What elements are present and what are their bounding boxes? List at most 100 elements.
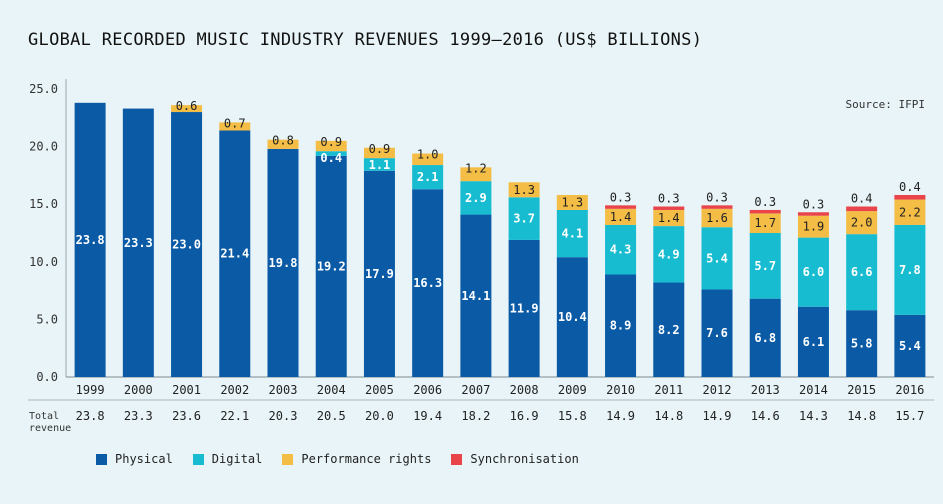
data-label-performance: 1.3 — [513, 183, 535, 197]
bar-physical — [605, 274, 637, 377]
bar-physical — [315, 155, 347, 377]
legend-item-sync: Synchronisation — [451, 452, 579, 466]
data-label-physical: 8.9 — [610, 319, 632, 333]
data-label-physical: 8.2 — [658, 323, 680, 337]
total-value: 14.6 — [751, 409, 780, 423]
bar-sync — [605, 205, 637, 209]
total-value: 23.8 — [76, 409, 105, 423]
data-label-performance: 1.4 — [610, 210, 632, 224]
data-label-physical: 21.4 — [220, 247, 249, 261]
data-label-sync: 0.4 — [851, 192, 873, 206]
data-label-physical: 16.3 — [413, 276, 442, 290]
bar-performance — [315, 140, 347, 152]
bar-sync — [701, 205, 733, 209]
bar-performance — [797, 215, 829, 238]
y-tick-label: 15.0 — [29, 197, 58, 211]
total-value: 14.9 — [703, 409, 732, 423]
y-tick-label: 10.0 — [29, 255, 58, 269]
total-value: 16.9 — [510, 409, 539, 423]
bar-performance — [894, 199, 926, 225]
bar-performance — [171, 105, 203, 113]
bar-physical — [122, 108, 154, 378]
y-tick-label: 20.0 — [29, 140, 58, 154]
data-label-physical: 7.6 — [706, 326, 728, 340]
total-value: 14.3 — [799, 409, 828, 423]
bar-sync — [797, 212, 829, 216]
data-label-digital: 5.7 — [754, 259, 776, 273]
x-tick-label: 2001 — [172, 383, 201, 397]
data-label-performance: 1.6 — [706, 211, 728, 225]
bar-sync — [894, 194, 926, 200]
data-label-sync: 0.3 — [610, 190, 632, 204]
data-label-physical: 19.2 — [317, 259, 346, 273]
data-label-digital: 6.0 — [803, 265, 825, 279]
x-tick-label: 1999 — [76, 383, 105, 397]
legend-swatch-performance — [282, 453, 294, 465]
bar-digital — [797, 237, 829, 307]
x-tick-label: 2000 — [124, 383, 153, 397]
bar-performance — [556, 194, 588, 210]
data-label-physical: 11.9 — [510, 301, 539, 315]
bar-physical — [460, 214, 492, 377]
data-label-sync: 0.3 — [706, 190, 728, 204]
bar-performance — [701, 208, 733, 228]
source-label: Source: IFPI — [846, 98, 925, 111]
data-label-physical: 5.4 — [899, 339, 921, 353]
total-value: 15.8 — [558, 409, 587, 423]
bar-performance — [412, 153, 444, 166]
x-tick-label: 2010 — [606, 383, 635, 397]
bar-performance — [508, 182, 540, 198]
total-value: 23.3 — [124, 409, 153, 423]
total-value: 20.5 — [317, 409, 346, 423]
total-value: 14.8 — [654, 409, 683, 423]
data-label-sync: 0.3 — [658, 192, 680, 206]
bar-physical — [267, 148, 299, 377]
data-label-physical: 23.3 — [124, 236, 153, 250]
bar-physical — [508, 239, 540, 377]
total-value: 22.1 — [220, 409, 249, 423]
legend-item-performance: Performance rights — [282, 452, 431, 466]
data-label-digital: 4.3 — [610, 243, 632, 257]
data-label-performance: 0.6 — [176, 99, 198, 113]
legend-swatch-digital — [192, 453, 204, 465]
total-value: 15.7 — [895, 409, 924, 423]
bar-digital — [460, 181, 492, 215]
x-tick-label: 2006 — [413, 383, 442, 397]
data-label-performance: 0.9 — [320, 135, 342, 149]
data-label-performance: 1.0 — [417, 148, 439, 162]
legend-label-digital: Digital — [211, 452, 263, 466]
bar-digital — [556, 209, 588, 258]
bar-performance — [846, 211, 878, 235]
data-label-physical: 23.0 — [172, 238, 201, 252]
bar-sync — [653, 206, 685, 210]
y-tick-label: 25.0 — [29, 82, 58, 96]
total-value: 14.8 — [847, 409, 876, 423]
total-value: 19.4 — [413, 409, 442, 423]
total-value: 20.3 — [269, 409, 298, 423]
bar-digital — [412, 165, 444, 190]
bar-digital — [653, 226, 685, 283]
bar-performance — [605, 208, 637, 225]
data-label-performance: 0.8 — [272, 134, 294, 148]
data-label-physical: 6.8 — [754, 331, 776, 345]
total-label-line2: revenue — [29, 423, 71, 434]
bar-physical — [363, 170, 395, 377]
bar-physical — [846, 310, 878, 377]
bar-physical — [412, 189, 444, 377]
data-label-digital: 6.6 — [851, 265, 873, 279]
data-label-digital: 5.4 — [706, 251, 728, 265]
legend-swatch-sync — [451, 453, 463, 465]
x-tick-label: 2014 — [799, 383, 828, 397]
data-label-sync: 0.4 — [899, 180, 921, 194]
data-label-performance: 2.2 — [899, 205, 921, 219]
bar-physical — [171, 112, 203, 377]
data-label-digital: 0.4 — [320, 151, 342, 165]
x-tick-label: 2002 — [220, 383, 249, 397]
bar-physical — [701, 289, 733, 377]
bar-performance — [219, 122, 251, 131]
data-label-performance: 1.9 — [803, 220, 825, 234]
bar-performance — [363, 147, 395, 159]
data-label-performance: 1.7 — [754, 216, 776, 230]
